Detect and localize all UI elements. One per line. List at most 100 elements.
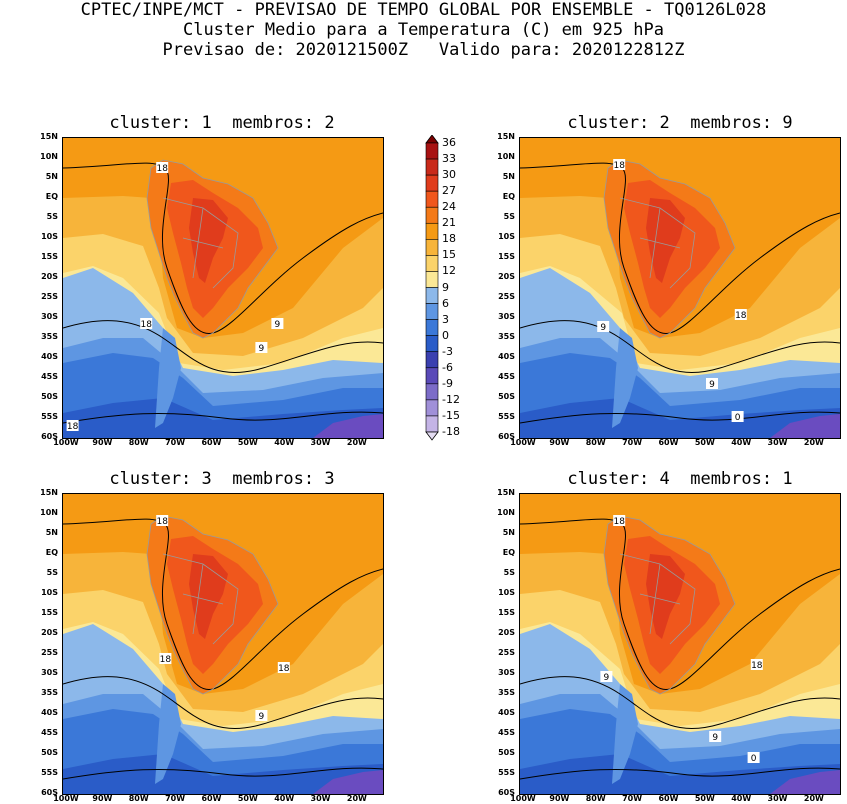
lat-tick-label: 30S xyxy=(41,668,58,677)
contour-label: 18 xyxy=(750,659,763,671)
patagonia xyxy=(155,328,181,428)
contour-label: 18 xyxy=(613,515,626,527)
colorbar-label: 3 xyxy=(442,312,449,326)
contour-9 xyxy=(63,320,383,373)
lat-tick-label: 10S xyxy=(498,232,515,241)
lon-tick-label: 30W xyxy=(310,438,331,447)
lon-tick-label: 90W xyxy=(92,438,113,447)
svg-text:18: 18 xyxy=(751,661,763,671)
coastline xyxy=(146,159,279,339)
lon-tick-label: 60W xyxy=(658,794,679,803)
panel-title: cluster: 1 membros: 2 xyxy=(109,113,335,133)
colorbar-swatch xyxy=(425,206,439,224)
lat-tick-label: 15N xyxy=(497,132,515,141)
panel-title: cluster: 3 membros: 3 xyxy=(109,469,335,489)
lat-tick-label: 45S xyxy=(498,728,515,737)
contour-9 xyxy=(520,320,840,373)
contour-9 xyxy=(63,676,383,729)
lat-tick-label: 10S xyxy=(498,588,515,597)
lon-tick-label: 80W xyxy=(585,438,606,447)
lat-tick-label: 55S xyxy=(41,768,58,777)
lon-tick-label: 100W xyxy=(53,794,79,803)
contour-0 xyxy=(63,411,383,424)
lat-tick-label: 15S xyxy=(498,252,515,261)
lat-tick-label: 40S xyxy=(41,352,58,361)
colorbar-swatch xyxy=(425,142,439,160)
coastline xyxy=(146,515,279,695)
colorbar-label: -18 xyxy=(442,425,460,438)
patagonia xyxy=(612,328,638,428)
lat-tick-label: 10N xyxy=(497,508,515,517)
lat-tick-label: 55S xyxy=(41,412,58,421)
band-neg3-0 xyxy=(63,398,383,438)
lat-tick-label: 40S xyxy=(498,352,515,361)
lat-tick-label: EQ xyxy=(45,192,58,201)
lat-tick-label: 10S xyxy=(41,232,58,241)
colorbar-label: -3 xyxy=(442,344,453,358)
contour-label: 18 xyxy=(156,515,169,527)
colorbar-label: 18 xyxy=(442,232,456,246)
lat-tick-label: 40S xyxy=(41,708,58,717)
svg-text:18: 18 xyxy=(735,311,747,321)
svg-text:18: 18 xyxy=(613,517,625,527)
colorbar-label: -15 xyxy=(442,408,460,422)
lat-tick-label: 30S xyxy=(498,312,515,321)
contour-0 xyxy=(63,767,383,780)
lat-tick-label: 15N xyxy=(497,488,515,497)
lat-tick-label: 10N xyxy=(40,152,58,161)
lon-tick-label: 70W xyxy=(165,794,186,803)
colorbar-label: 24 xyxy=(442,200,456,214)
colorbar-swatch xyxy=(425,303,439,320)
lat-tick-label: 60S xyxy=(41,432,58,441)
colorbar-label: 27 xyxy=(442,184,456,198)
contour-label: 9 xyxy=(706,378,718,390)
lon-tick-label: 50W xyxy=(237,438,258,447)
lon-tick-label: 40W xyxy=(731,794,752,803)
country-borders xyxy=(619,553,696,645)
lon-tick-label: 90W xyxy=(92,794,113,803)
svg-text:9: 9 xyxy=(600,323,606,333)
colorbar-label: -6 xyxy=(442,360,453,374)
lon-tick-label: 20W xyxy=(803,438,824,447)
lat-tick-label: 45S xyxy=(41,728,58,737)
lon-tick-label: 20W xyxy=(346,794,367,803)
title-line-2: Cluster Medio para a Temperatura (C) em … xyxy=(182,20,665,40)
lat-tick-label: 5N xyxy=(502,172,515,181)
svg-text:9: 9 xyxy=(275,320,281,330)
svg-text:9: 9 xyxy=(712,733,718,743)
colorbar-max-arrow xyxy=(425,135,439,144)
svg-text:18: 18 xyxy=(613,161,625,171)
colorbar-label: 33 xyxy=(442,152,456,166)
country-borders xyxy=(162,553,239,645)
lat-tick-label: EQ xyxy=(45,548,58,557)
panel-title: cluster: 2 membros: 9 xyxy=(567,113,793,133)
lat-tick-label: 30S xyxy=(41,312,58,321)
svg-text:0: 0 xyxy=(735,413,741,423)
lat-tick-label: 5N xyxy=(502,528,515,537)
lat-tick-label: 40S xyxy=(498,708,515,717)
lat-tick-label: 5S xyxy=(503,568,515,577)
lat-tick-label: 60S xyxy=(41,788,58,797)
lon-tick-label: 90W xyxy=(549,794,570,803)
lon-tick-label: 80W xyxy=(585,794,606,803)
lat-tick-label: 5S xyxy=(503,212,515,221)
svg-text:9: 9 xyxy=(259,344,265,354)
lat-tick-label: 5S xyxy=(46,568,58,577)
lat-tick-label: 25S xyxy=(41,648,58,657)
lat-tick-label: 5S xyxy=(46,212,58,221)
lon-tick-label: 40W xyxy=(274,794,295,803)
lat-tick-label: EQ xyxy=(502,548,515,557)
contour-label: 18 xyxy=(66,420,79,432)
lat-tick-label: 5N xyxy=(45,528,58,537)
lat-tick-label: 35S xyxy=(41,688,58,697)
lon-tick-label: 50W xyxy=(237,794,258,803)
lon-tick-label: 40W xyxy=(274,438,295,447)
colorbar-swatch xyxy=(425,239,439,256)
band-cold xyxy=(770,414,840,438)
svg-text:18: 18 xyxy=(140,320,152,330)
colorbar-swatch xyxy=(425,367,439,385)
temperature-map: 18 18 9 9 18 xyxy=(62,137,384,439)
colorbar-label: 0 xyxy=(442,328,449,342)
contour-label: 18 xyxy=(159,653,172,665)
colorbar-label: 9 xyxy=(442,280,449,294)
